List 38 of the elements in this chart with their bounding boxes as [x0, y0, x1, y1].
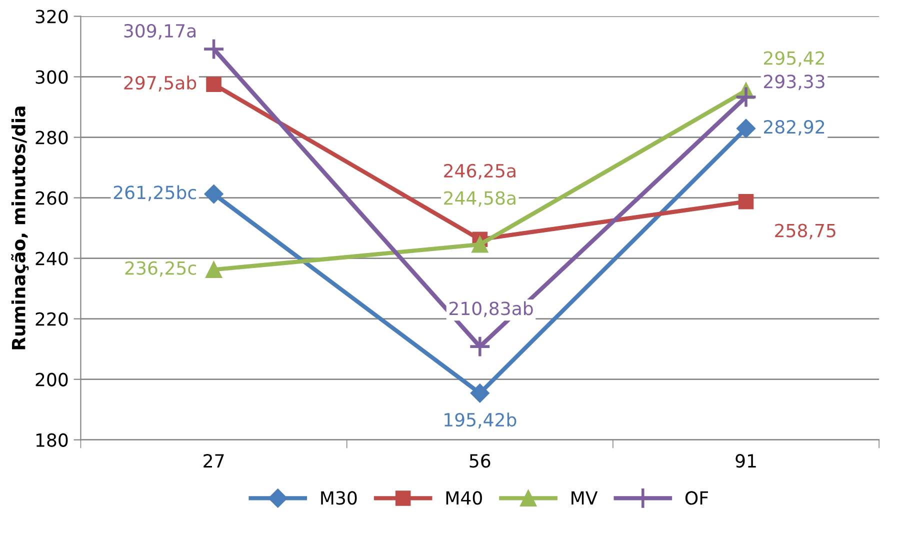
y-tick-label: 220 — [36, 312, 68, 326]
point — [468, 335, 492, 358]
data-label: 246,25a — [444, 164, 516, 180]
data-label: 195,42b — [444, 412, 516, 428]
data-label: 297,5ab — [124, 76, 196, 92]
point — [202, 38, 225, 60]
data-label: 261,25bc — [114, 185, 196, 202]
point — [206, 76, 222, 92]
y-axis-title: Ruminação, minutos/dia — [11, 106, 29, 350]
data-label: 258,75 — [775, 224, 836, 240]
x-tick-label: 91 — [736, 454, 756, 468]
point — [470, 384, 490, 403]
point — [205, 261, 222, 278]
legend-label: M40 — [446, 491, 482, 505]
legend-label: M30 — [321, 491, 357, 505]
data-label: 282,92 — [764, 120, 824, 136]
y-tick-label: 200 — [36, 372, 68, 386]
y-tick-label: 280 — [36, 130, 68, 144]
point — [472, 236, 488, 253]
legend-label: OF — [685, 491, 708, 505]
point — [204, 184, 224, 204]
x-tick-label: 56 — [470, 454, 490, 468]
y-tick-label: 240 — [36, 252, 68, 266]
point — [736, 118, 756, 138]
data-label: 295,42 — [764, 51, 824, 67]
data-label: 244,58a — [444, 191, 516, 207]
y-tick-label: 260 — [36, 191, 68, 205]
point — [738, 194, 754, 210]
x-tick-label: 27 — [204, 454, 224, 468]
data-label: 210,83ab — [449, 301, 533, 318]
legend-label: MV — [572, 491, 598, 505]
y-tick-label: 300 — [36, 70, 68, 84]
y-tick-label: 180 — [36, 433, 68, 447]
y-tick-label: 320 — [36, 10, 68, 24]
data-label: 293,33 — [764, 74, 824, 90]
data-label: 236,25c — [125, 261, 196, 277]
point — [734, 86, 758, 108]
data-label: 309,17a — [124, 24, 196, 40]
